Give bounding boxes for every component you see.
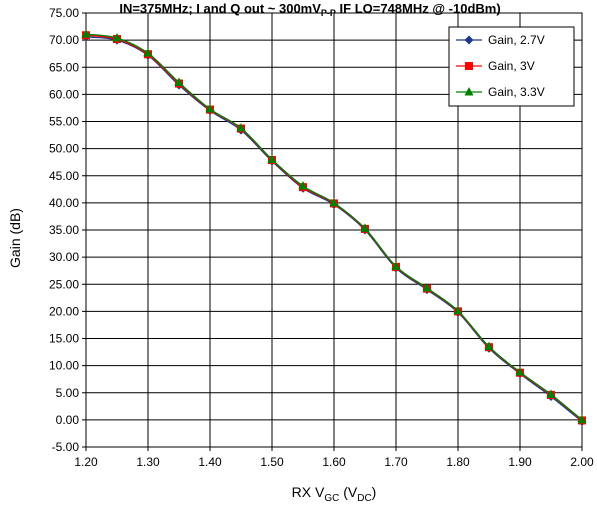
- x-tick-label: 1.80: [446, 455, 470, 469]
- x-tick-label: 2.00: [570, 455, 594, 469]
- data-point: [577, 414, 587, 424]
- legend-label: Gain, 3V: [488, 59, 535, 73]
- legend-marker: [465, 62, 473, 70]
- data-point: [360, 223, 370, 232]
- y-tick-label: 70.00: [49, 33, 79, 47]
- data-point: [81, 29, 91, 38]
- y-axis-ticks: -5.00 0.00 5.00 10.00 15.00 20.00 25.00 30.00 35…: [49, 6, 86, 454]
- data-point: [329, 197, 339, 207]
- chart-title-rest: IF LO=748MHz @ -10dBm): [336, 1, 501, 16]
- data-point: [298, 181, 308, 190]
- data-point: [484, 341, 494, 351]
- y-tick-label: 30.00: [49, 250, 79, 264]
- data-point: [143, 48, 153, 57]
- grid: [86, 13, 582, 447]
- x-tick-label: 1.20: [74, 455, 98, 469]
- y-tick-label: 50.00: [49, 142, 79, 156]
- y-tick-label: 15.00: [49, 332, 79, 346]
- legend-label: Gain, 2.7V: [488, 33, 545, 47]
- data-point: [236, 123, 246, 132]
- legend-item: Gain, 3V: [456, 59, 535, 73]
- x-tick-label: 1.60: [322, 455, 346, 469]
- legend-item: Gain, 2.7V: [456, 33, 545, 47]
- y-tick-label: 0.00: [56, 413, 80, 427]
- x-tick-label: 1.30: [136, 455, 160, 469]
- x-tick-label: 1.90: [508, 455, 532, 469]
- y-tick-label: 25.00: [49, 277, 79, 291]
- x-tick-label: 1.50: [260, 455, 284, 469]
- x-axis-title-main: RX V: [292, 484, 325, 500]
- y-tick-label: 75.00: [49, 6, 79, 20]
- y-tick-label: 45.00: [49, 169, 79, 183]
- legend-marker: [464, 87, 474, 96]
- x-axis-title-sub-dc: DC: [357, 493, 371, 504]
- x-axis-title-sub-gc: GC: [324, 493, 339, 504]
- data-point: [453, 305, 463, 315]
- data-point: [515, 367, 525, 376]
- data-point: [205, 104, 215, 113]
- y-tick-label: 35.00: [49, 223, 79, 237]
- x-tick-label: 1.70: [384, 455, 408, 469]
- y-tick-label: 65.00: [49, 60, 79, 74]
- x-tick-label: 1.40: [198, 455, 222, 469]
- y-tick-label: 20.00: [49, 304, 79, 318]
- y-tick-label: 55.00: [49, 115, 79, 129]
- series: [81, 29, 587, 427]
- series-3: [81, 29, 587, 424]
- data-point: [391, 261, 401, 270]
- data-point: [546, 389, 556, 398]
- x-axis-ticks: 1.20 1.30 1.40 1.50 1.60 1.70 1.80 1.90 2.00: [74, 447, 594, 469]
- y-tick-label: -5.00: [52, 440, 80, 454]
- x-axis-title-mid: (V: [339, 484, 358, 500]
- legend-marker: [464, 35, 474, 45]
- y-tick-label: 60.00: [49, 87, 79, 101]
- data-point: [267, 154, 277, 163]
- x-axis-title: RX VGC (VDC): [292, 484, 377, 504]
- data-point: [112, 32, 122, 42]
- legend-item: Gain, 3.3V: [456, 85, 545, 99]
- legend: Gain, 2.7V Gain, 3V Gain, 3.3V: [448, 26, 575, 107]
- legend-label: Gain, 3.3V: [488, 85, 545, 99]
- data-point: [422, 283, 432, 292]
- y-axis-title: Gain (dB): [7, 208, 23, 268]
- chart-title: IN=375MHz; I and Q out ~ 300mVP-P IF LO=…: [119, 1, 500, 18]
- y-tick-label: 40.00: [49, 196, 79, 210]
- data-point: [174, 77, 184, 86]
- y-tick-label: 5.00: [56, 386, 80, 400]
- chart-title-main: IN=375MHz; I and Q out ~ 300mV: [119, 1, 321, 16]
- x-axis-title-close: ): [372, 484, 377, 500]
- y-tick-label: 10.00: [49, 359, 79, 373]
